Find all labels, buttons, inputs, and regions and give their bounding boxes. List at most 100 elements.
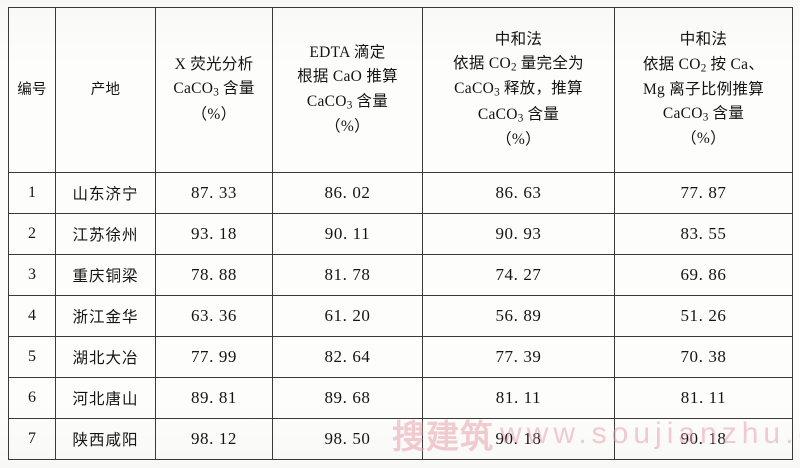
cell-xrf-value: 98. 12 — [155, 418, 273, 460]
formula-text: 含量 — [708, 105, 745, 123]
column-header-no: 编号 — [8, 7, 56, 173]
column-header-place: 产地 — [55, 7, 156, 173]
cell-edta-value: 90. 11 — [272, 213, 423, 255]
header-line: CaCO3 含量 — [156, 77, 272, 102]
table-row: 5 湖北大冶 77. 99 82. 64 77. 39 70. 38 — [8, 336, 793, 378]
table-row: 3 重庆铜梁 78. 88 81. 78 74. 27 69. 86 — [8, 254, 793, 296]
cell-neutralization-full-release-value: 74. 27 — [422, 254, 615, 296]
cell-edta-value: 82. 64 — [272, 336, 423, 378]
header-row: 编号 产地 X 荧光分析 CaCO3 含量 （%） EDTA 滴定 根据 CaO… — [8, 7, 793, 173]
table-body: 1 山东济宁 87. 33 86. 02 86. 63 77. 87 2 江苏徐州 93. 18… — [8, 172, 793, 460]
cell-sample-no: 3 — [8, 254, 56, 296]
header-line: 中和法 — [679, 31, 728, 49]
cell-sample-no: 5 — [8, 336, 56, 378]
cell-edta-value: 81. 78 — [272, 254, 423, 296]
cell-origin: 江苏徐州 — [55, 213, 156, 255]
cell-neutralization-ion-ratio-value: 70. 38 — [614, 336, 793, 378]
cell-edta-value: 98. 50 — [272, 418, 423, 460]
formula-text: 释放，推算 — [499, 80, 583, 98]
header-line: X 荧光分析 — [174, 55, 254, 73]
subscript: 2 — [700, 62, 707, 75]
cell-origin: 湖北大冶 — [55, 336, 156, 378]
cell-xrf-value: 77. 99 — [155, 336, 273, 378]
formula-text: 依据 CO — [453, 55, 511, 73]
cell-sample-no: 4 — [8, 295, 56, 337]
caco3-comparison-table: 编号 产地 X 荧光分析 CaCO3 含量 （%） EDTA 滴定 根据 CaO… — [8, 7, 793, 460]
header-line: 产地 — [90, 81, 121, 98]
header-line: 依据 CO2 量完全为 — [423, 52, 614, 77]
header-line: Mg 离子比例推算 — [642, 80, 765, 98]
table-row: 6 河北唐山 89. 81 89. 68 81. 11 81. 11 — [8, 377, 793, 419]
cell-neutralization-full-release-value: 86. 63 — [422, 172, 615, 214]
cell-origin: 山东济宁 — [55, 172, 156, 214]
subscript: 3 — [213, 86, 219, 99]
cell-sample-no: 7 — [8, 418, 56, 460]
cell-xrf-value: 93. 18 — [155, 213, 273, 255]
column-header-xrf: X 荧光分析 CaCO3 含量 （%） — [155, 7, 273, 173]
formula-text: CaCO — [454, 80, 495, 98]
formula-text: 量完全为 — [516, 55, 584, 73]
cell-sample-no: 6 — [8, 377, 56, 419]
cell-neutralization-ion-ratio-value: 83. 55 — [614, 213, 793, 255]
header-line: 编号 — [17, 81, 47, 98]
cell-neutralization-full-release-value: 77. 39 — [422, 336, 615, 378]
subscript: 3 — [346, 99, 353, 112]
cell-origin: 陕西咸阳 — [55, 418, 156, 460]
formula-text: CaCO — [662, 105, 703, 123]
header-line: CaCO3 含量 — [273, 90, 422, 115]
table-row: 4 浙江金华 63. 36 61. 20 56. 89 51. 26 — [8, 295, 793, 337]
header-line: （%） — [191, 105, 237, 123]
formula-text: 含量 — [218, 80, 255, 98]
cell-neutralization-full-release-value: 90. 93 — [422, 213, 615, 255]
subscript: 3 — [702, 111, 709, 124]
formula-text: CaCO — [477, 105, 518, 123]
header-line: 依据 CO2 按 Ca、 — [615, 53, 792, 78]
subscript: 3 — [494, 86, 500, 99]
cell-edta-value: 61. 20 — [272, 295, 423, 337]
formula-text: 含量 — [523, 105, 560, 123]
cell-neutralization-ion-ratio-value: 69. 86 — [614, 254, 793, 296]
cell-sample-no: 2 — [8, 213, 56, 255]
cell-xrf-value: 89. 81 — [155, 377, 273, 419]
header-line: （%） — [325, 117, 370, 135]
header-line: （%） — [681, 130, 726, 148]
subscript: 3 — [517, 111, 524, 124]
subscript: 2 — [510, 61, 517, 74]
column-header-neutralization-full-release: 中和法 依据 CO2 量完全为 CaCO3 释放，推算 CaCO3 含量 （%） — [422, 7, 615, 173]
header-line: CaCO3 释放，推算 — [423, 77, 614, 102]
header-line: （%） — [496, 130, 541, 148]
cell-xrf-value: 63. 36 — [155, 295, 273, 337]
header-line: CaCO3 含量 — [423, 103, 614, 128]
formula-text: 含量 — [352, 92, 389, 110]
formula-text: 依据 CO — [642, 55, 701, 73]
column-header-neutralization-ion-ratio: 中和法 依据 CO2 按 Ca、 Mg 离子比例推算 CaCO3 含量 （%） — [614, 7, 793, 173]
cell-origin: 重庆铜梁 — [55, 254, 156, 296]
cell-edta-value: 86. 02 — [272, 172, 423, 214]
header-line: EDTA 滴定 — [309, 43, 386, 61]
table-header: 编号 产地 X 荧光分析 CaCO3 含量 （%） EDTA 滴定 根据 CaO… — [8, 7, 793, 173]
cell-edta-value: 89. 68 — [272, 377, 423, 419]
cell-xrf-value: 87. 33 — [155, 172, 273, 214]
cell-xrf-value: 78. 88 — [155, 254, 273, 296]
header-line: 根据 CaO 推算 — [297, 68, 398, 86]
table-row: 2 江苏徐州 93. 18 90. 11 90. 93 83. 55 — [8, 213, 793, 255]
cell-neutralization-full-release-value: 90. 18 — [422, 418, 615, 460]
table-row: 7 陕西咸阳 98. 12 98. 50 90. 18 90. 18 — [8, 418, 793, 460]
cell-origin: 河北唐山 — [55, 377, 156, 419]
cell-neutralization-ion-ratio-value: 77. 87 — [614, 172, 793, 214]
formula-text: CaCO — [173, 80, 214, 98]
cell-neutralization-ion-ratio-value: 51. 26 — [614, 295, 793, 337]
cell-sample-no: 1 — [8, 172, 56, 214]
header-line: CaCO3 含量 — [615, 102, 792, 127]
formula-text: 按 Ca、 — [706, 55, 765, 73]
table-row: 1 山东济宁 87. 33 86. 02 86. 63 77. 87 — [8, 172, 793, 214]
cell-origin: 浙江金华 — [55, 295, 156, 337]
formula-text: CaCO — [306, 92, 347, 110]
cell-neutralization-full-release-value: 56. 89 — [422, 295, 615, 337]
cell-neutralization-full-release-value: 81. 11 — [422, 377, 615, 419]
cell-neutralization-ion-ratio-value: 81. 11 — [614, 377, 793, 419]
cell-neutralization-ion-ratio-value: 90. 18 — [614, 418, 793, 460]
column-header-edta: EDTA 滴定 根据 CaO 推算 CaCO3 含量 （%） — [272, 7, 423, 173]
header-line: 中和法 — [494, 30, 543, 48]
